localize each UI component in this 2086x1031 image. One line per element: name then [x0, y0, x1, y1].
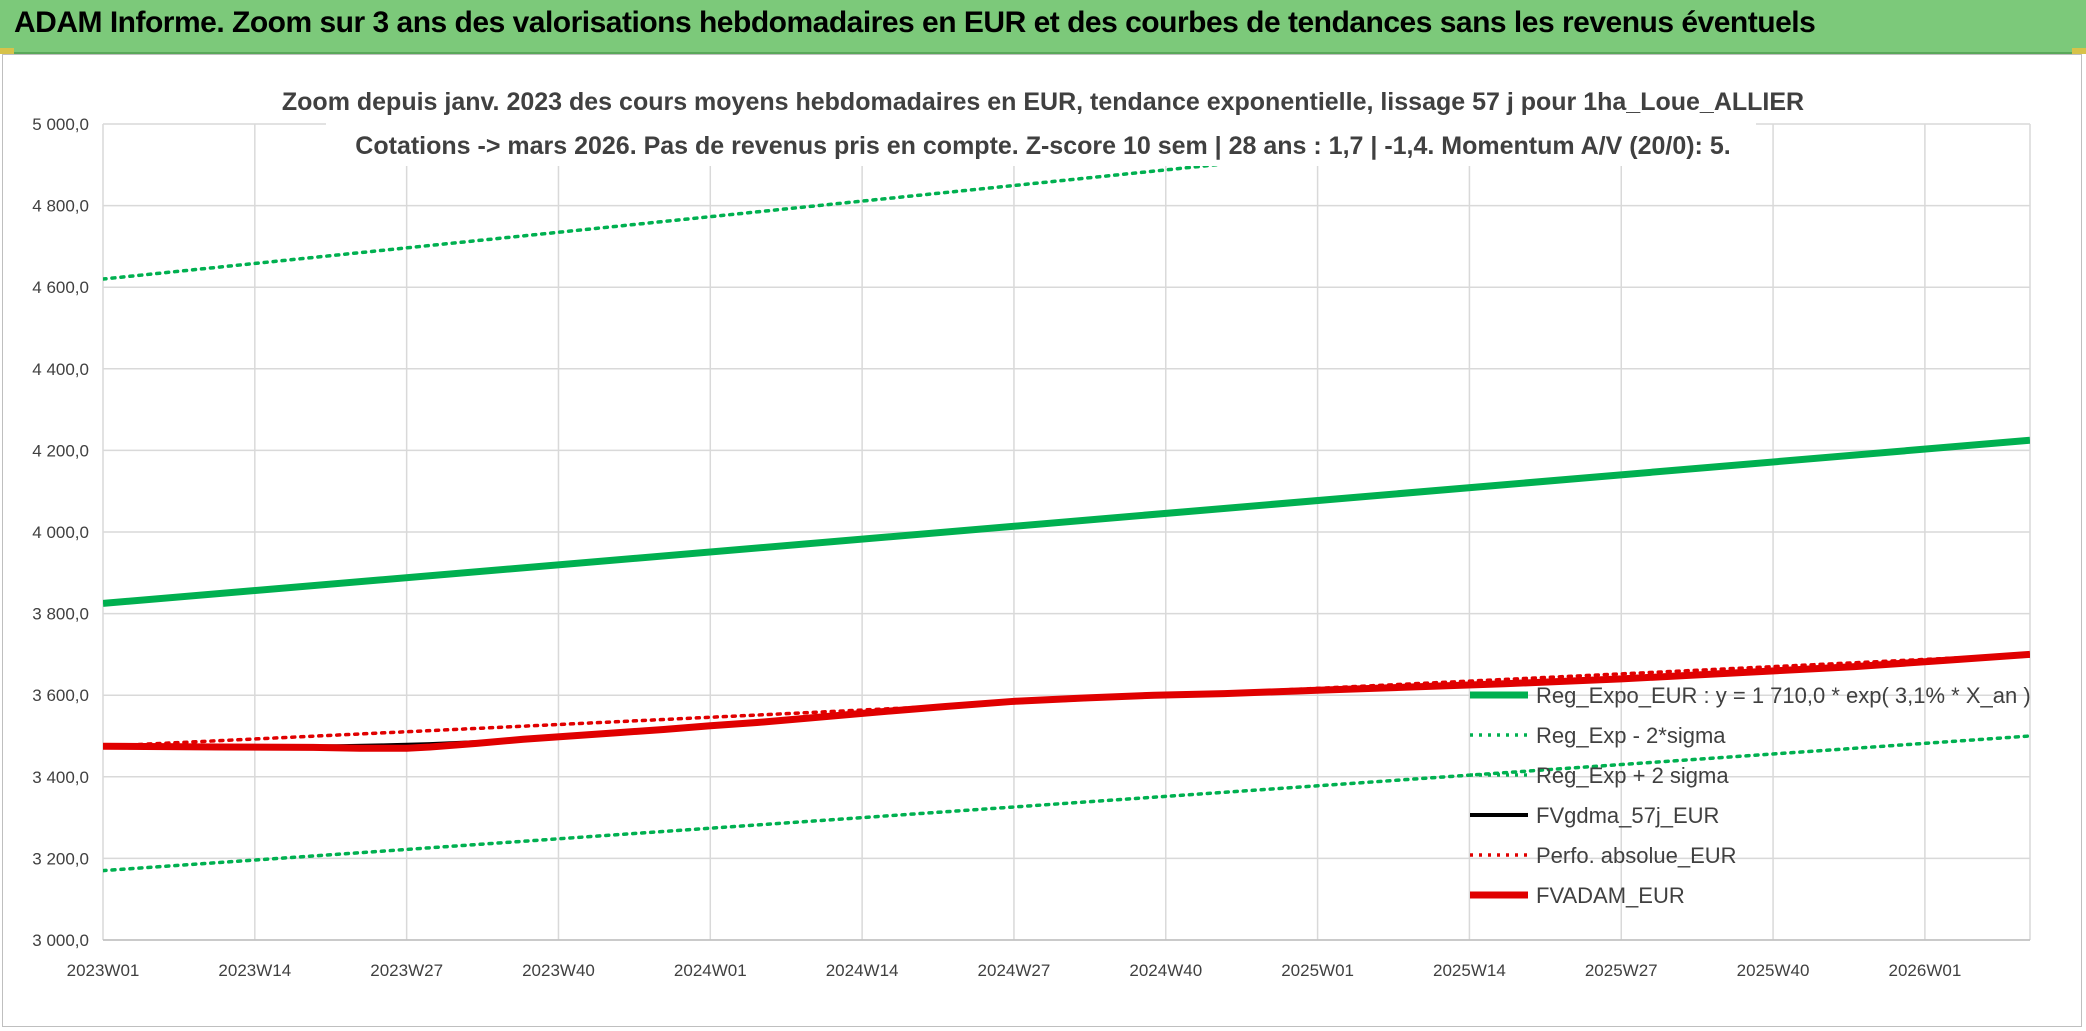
x-tick-label: 2023W14: [218, 961, 291, 980]
y-tick-label: 4 600,0: [32, 278, 89, 297]
chart-title-line-2: Cotations -> mars 2026. Pas de revenus p…: [355, 132, 1730, 160]
y-tick-label: 3 600,0: [32, 686, 89, 705]
series-line-1: [103, 734, 2030, 873]
y-tick-label: 4 400,0: [32, 360, 89, 379]
x-tick-label: 2025W14: [1433, 961, 1506, 980]
report-title: ADAM Informe. Zoom sur 3 ans des valoris…: [14, 6, 1816, 39]
y-tick-label: 4 000,0: [32, 523, 89, 542]
y-tick-label: 4 800,0: [32, 197, 89, 216]
x-tick-label: 2024W01: [674, 961, 747, 980]
y-tick-label: 5 000,0: [32, 115, 89, 134]
banner-corner-right: [2072, 48, 2086, 54]
legend-label-2: Reg_Exp + 2 sigma: [1536, 763, 1729, 788]
x-tick-label: 2024W14: [826, 961, 899, 980]
x-tick-label: 2023W40: [522, 961, 595, 980]
y-tick-label: 3 800,0: [32, 605, 89, 624]
legend-label-3: FVgdma_57j_EUR: [1536, 803, 1719, 828]
x-tick-label: 2025W40: [1737, 961, 1810, 980]
series-line-5: [103, 650, 2030, 752]
chart-title-backdrop: [326, 80, 1756, 166]
x-tick-label: 2023W27: [370, 961, 443, 980]
y-tick-label: 3 400,0: [32, 768, 89, 787]
legend-label-4: Perfo. absolue_EUR: [1536, 843, 1737, 868]
x-tick-label: 2024W40: [1129, 961, 1202, 980]
chart-frame: [2, 54, 2082, 1027]
y-tick-label: 3 000,0: [32, 931, 89, 950]
series-line-2: [103, 120, 1669, 281]
y-tick-label: 3 200,0: [32, 849, 89, 868]
legend-label-0: Reg_Expo_EUR : y = 1 710,0 * exp( 3,1% *…: [1536, 683, 2031, 708]
y-tick-label: 4 200,0: [32, 441, 89, 460]
x-tick-label: 2023W01: [67, 961, 140, 980]
legend-label-1: Reg_Exp - 2*sigma: [1536, 723, 1726, 748]
x-tick-label: 2024W27: [978, 961, 1051, 980]
x-tick-label: 2026W01: [1889, 961, 1962, 980]
series-line-0: [103, 436, 2030, 607]
x-tick-label: 2025W27: [1585, 961, 1658, 980]
x-tick-label: 2025W01: [1281, 961, 1354, 980]
report-banner: ADAM Informe. Zoom sur 3 ans des valoris…: [0, 0, 2086, 54]
legend-label-5: FVADAM_EUR: [1536, 883, 1685, 908]
chart-title-line-1: Zoom depuis janv. 2023 des cours moyens …: [282, 88, 1804, 116]
banner-corner-left: [0, 48, 14, 54]
